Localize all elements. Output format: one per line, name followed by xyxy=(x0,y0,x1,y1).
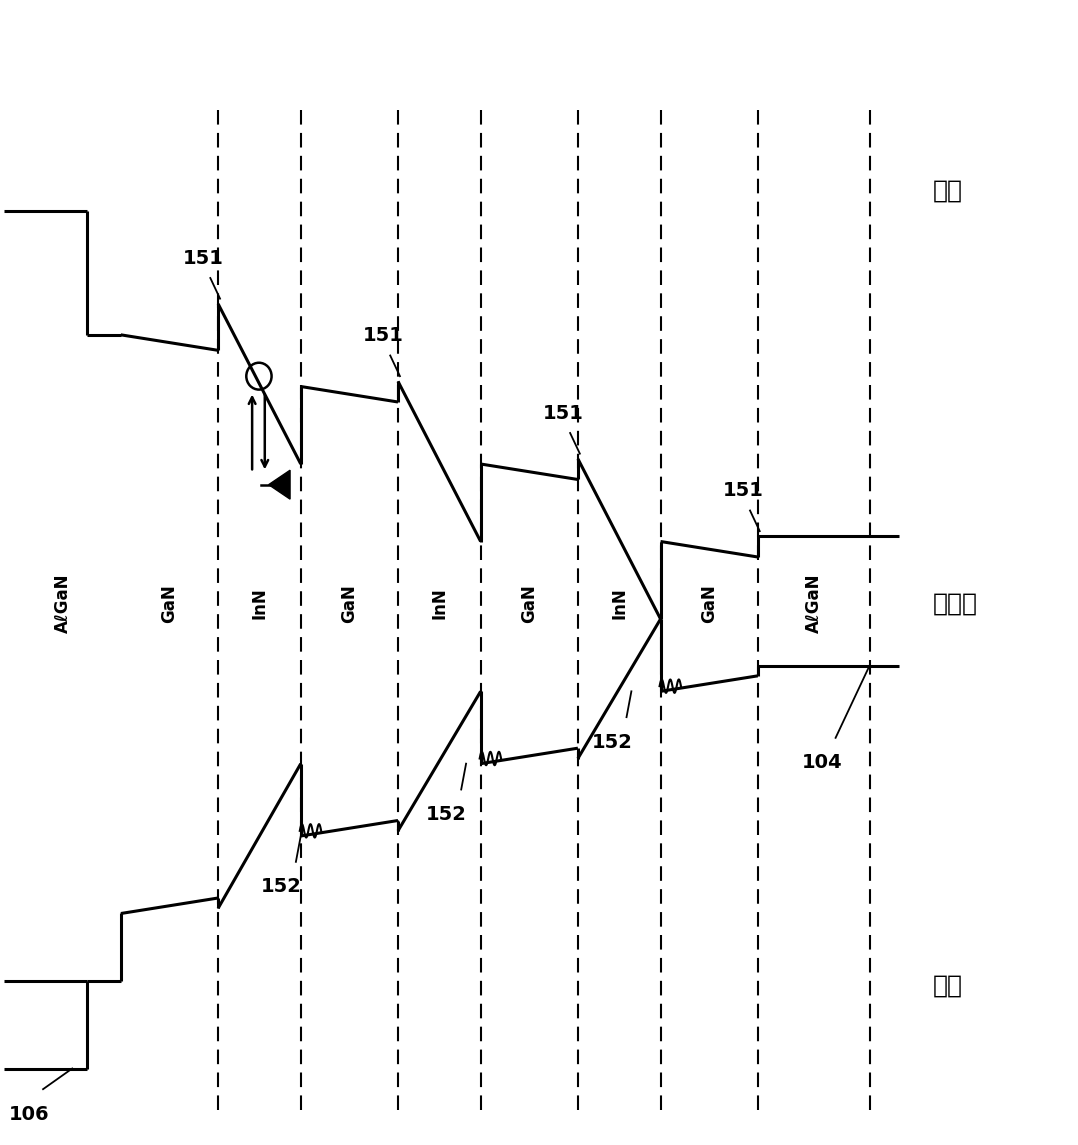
Text: 151: 151 xyxy=(722,481,763,500)
Polygon shape xyxy=(268,471,290,499)
Text: AℓGaN: AℓGaN xyxy=(54,574,71,633)
Text: 152: 152 xyxy=(592,733,633,751)
Text: 151: 151 xyxy=(543,404,584,423)
Text: InN: InN xyxy=(250,587,268,619)
Text: 152: 152 xyxy=(261,877,302,897)
Text: 151: 151 xyxy=(183,248,224,268)
Text: 104: 104 xyxy=(802,753,842,773)
Text: 价带: 价带 xyxy=(932,974,963,997)
Text: 衬底侧: 衬底侧 xyxy=(932,592,978,616)
Text: InN: InN xyxy=(430,587,448,619)
Text: GaN: GaN xyxy=(341,584,358,623)
Text: 151: 151 xyxy=(363,326,404,345)
Text: 152: 152 xyxy=(426,805,467,824)
Text: GaN: GaN xyxy=(161,584,179,623)
Text: GaN: GaN xyxy=(521,584,538,623)
Text: 导带: 导带 xyxy=(932,179,963,203)
Text: AℓGaN: AℓGaN xyxy=(804,574,823,633)
Text: GaN: GaN xyxy=(701,584,718,623)
Text: 106: 106 xyxy=(9,1105,50,1123)
Text: InN: InN xyxy=(610,587,628,619)
